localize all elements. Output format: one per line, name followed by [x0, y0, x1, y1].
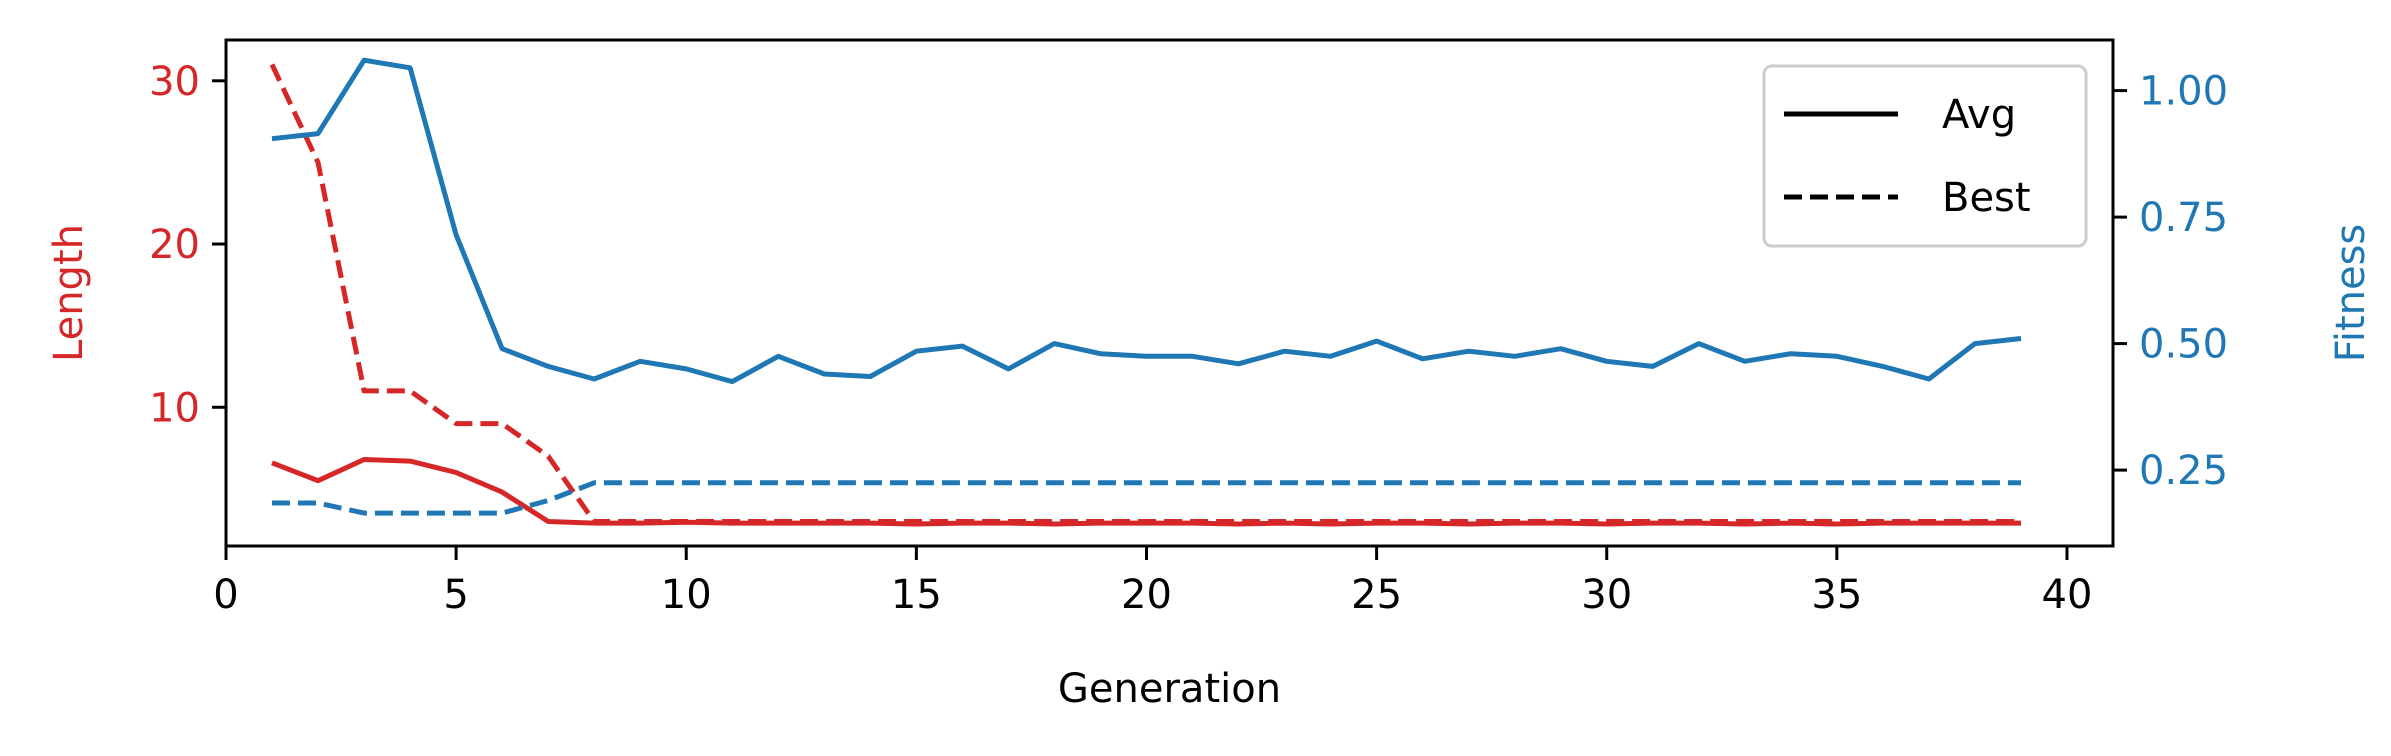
x-axis-title: Generation	[1058, 666, 1281, 712]
legend-box	[1762, 64, 2088, 248]
x-tick-label: 35	[1811, 572, 1862, 618]
series-line-length-best	[269, 63, 2021, 524]
x-tick-label: 15	[891, 572, 942, 618]
x-tick-label: 40	[2042, 572, 2093, 618]
x-tick-label: 25	[1351, 572, 1402, 618]
x-tick-label: 20	[1121, 572, 1172, 618]
x-tick-label: 30	[1581, 572, 1632, 618]
x-tick-label: 0	[213, 572, 238, 618]
y-right-tick-label: 0.50	[2139, 322, 2228, 368]
legend-label-best: Best	[1942, 175, 2031, 221]
y-axis-right: 0.25 0.50 0.75 1.00	[2113, 69, 2228, 494]
y-axis-left: 10 20 30	[149, 59, 226, 431]
x-tick-label: 10	[661, 572, 712, 618]
series-line-fitness-best	[272, 480, 2021, 516]
y-axis-left-title: Length	[46, 224, 92, 362]
y-right-tick-label: 0.75	[2139, 195, 2228, 241]
legend-label-avg: Avg	[1942, 92, 2016, 138]
x-axis: 0 5 10 15 20 25 30 35 40	[213, 546, 2092, 618]
series-line-fitness-avg	[271, 57, 2022, 385]
series-layer	[269, 57, 2022, 527]
y-right-tick-label: 1.00	[2139, 69, 2228, 115]
y-axis-right-title: Fitness	[2328, 224, 2374, 363]
y-left-tick-label: 20	[149, 222, 200, 268]
y-right-tick-label: 0.25	[2139, 448, 2228, 494]
legend: Avg Best	[1762, 64, 2088, 248]
y-left-tick-label: 30	[149, 59, 200, 105]
x-tick-label: 5	[443, 572, 468, 618]
plot-frame	[224, 38, 2115, 548]
y-left-tick-label: 10	[149, 385, 200, 431]
